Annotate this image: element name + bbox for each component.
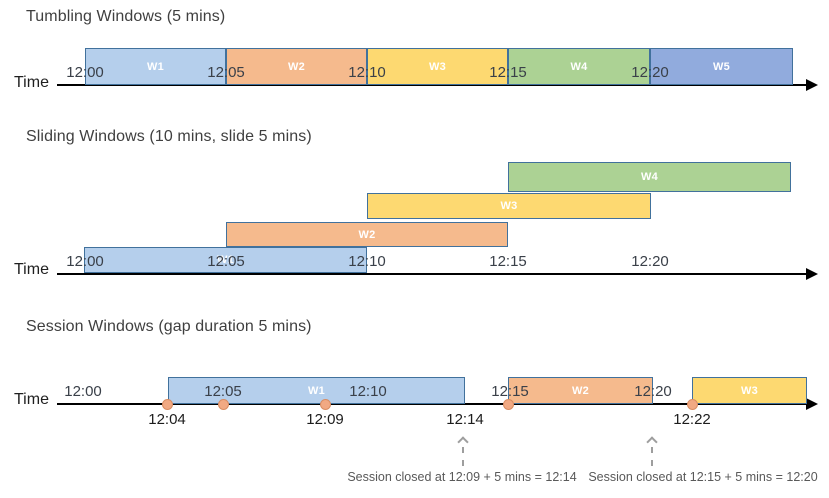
window-label-session-w1: W1 xyxy=(307,384,326,397)
section-title-tumbling: Tumbling Windows (5 mins) xyxy=(26,8,226,25)
time-axis-label-tumbling: Time xyxy=(14,74,49,91)
tick-session-1220: 12:20 xyxy=(634,383,672,400)
window-label-session-w2: W2 xyxy=(571,384,590,397)
window-tumbling-w4: W4 xyxy=(508,48,650,85)
window-session-w3: W3 xyxy=(692,377,807,404)
event-time-label-session-1222: 12:22 xyxy=(673,411,711,428)
window-sliding-w1: W1 xyxy=(84,247,367,273)
window-session-w1: W1 xyxy=(168,377,465,404)
tick-tumbling-1205: 12:05 xyxy=(207,64,245,81)
time-axis-tumbling xyxy=(57,84,808,86)
tick-sliding-1210: 12:10 xyxy=(348,253,386,270)
tick-session-1205: 12:05 xyxy=(204,383,242,400)
window-tumbling-w1: W1 xyxy=(85,48,226,85)
callout-text-2: Session closed at 12:15 + 5 mins = 12:20 xyxy=(588,470,818,484)
time-axis-arrowhead-tumbling xyxy=(806,79,818,91)
window-tumbling-w5: W5 xyxy=(650,48,793,85)
time-axis-label-session: Time xyxy=(14,391,49,408)
callout-dashed-line-1 xyxy=(462,447,464,466)
window-tumbling-w3: W3 xyxy=(367,48,508,85)
callout-arrowhead-icon-2 xyxy=(646,436,658,448)
window-sliding-w3: W3 xyxy=(367,193,651,219)
window-label-tumbling-w3: W3 xyxy=(428,60,447,73)
tick-session-1200: 12:00 xyxy=(64,383,102,400)
window-label-tumbling-w5: W5 xyxy=(712,60,731,73)
window-session-w2: W2 xyxy=(508,377,653,404)
event-dot-session-5 xyxy=(687,399,698,410)
event-dot-session-3 xyxy=(320,399,331,410)
event-time-label-session-1204: 12:04 xyxy=(148,411,186,428)
section-title-session: Session Windows (gap duration 5 mins) xyxy=(26,318,312,335)
event-dot-session-2 xyxy=(218,399,229,410)
tick-session-1210: 12:10 xyxy=(349,383,387,400)
window-label-tumbling-w2: W2 xyxy=(287,60,306,73)
section-title-sliding: Sliding Windows (10 mins, slide 5 mins) xyxy=(26,128,312,145)
tick-sliding-1220: 12:20 xyxy=(631,253,669,270)
tick-tumbling-1220: 12:20 xyxy=(631,64,669,81)
tick-tumbling-1210: 12:10 xyxy=(348,64,386,81)
event-dot-session-1 xyxy=(162,399,173,410)
window-label-tumbling-w4: W4 xyxy=(570,60,588,73)
window-label-sliding-w2: W2 xyxy=(358,228,376,241)
callout-text-1: Session closed at 12:09 + 5 mins = 12:14 xyxy=(347,470,577,484)
time-axis-label-sliding: Time xyxy=(14,261,49,278)
tick-sliding-1200: 12:00 xyxy=(66,253,104,270)
tick-tumbling-1215: 12:15 xyxy=(489,64,527,81)
window-sliding-w4: W4 xyxy=(508,162,791,192)
time-axis-arrowhead-session xyxy=(806,398,818,410)
window-label-sliding-w3: W3 xyxy=(500,200,518,212)
tick-sliding-1215: 12:15 xyxy=(489,253,527,270)
tick-sliding-1205: 12:05 xyxy=(207,253,245,270)
callout-dashed-line-2 xyxy=(651,447,653,466)
window-label-sliding-w4: W4 xyxy=(640,171,659,183)
time-axis-arrowhead-sliding xyxy=(806,268,818,280)
tick-session-1215: 12:15 xyxy=(491,383,529,400)
tick-tumbling-1200: 12:00 xyxy=(66,64,104,81)
window-label-sliding-w1: W1 xyxy=(216,254,235,266)
time-axis-sliding xyxy=(57,273,808,275)
time-axis-session xyxy=(57,403,808,405)
window-tumbling-w2: W2 xyxy=(226,48,367,85)
callout-arrowhead-icon-1 xyxy=(457,436,469,448)
event-time-label-session-1214: 12:14 xyxy=(446,411,484,428)
event-time-label-session-1209: 12:09 xyxy=(306,411,344,428)
event-dot-session-4 xyxy=(503,399,514,410)
window-label-tumbling-w1: W1 xyxy=(146,60,165,73)
window-label-session-w3: W3 xyxy=(740,384,759,397)
window-sliding-w2: W2 xyxy=(226,222,508,247)
